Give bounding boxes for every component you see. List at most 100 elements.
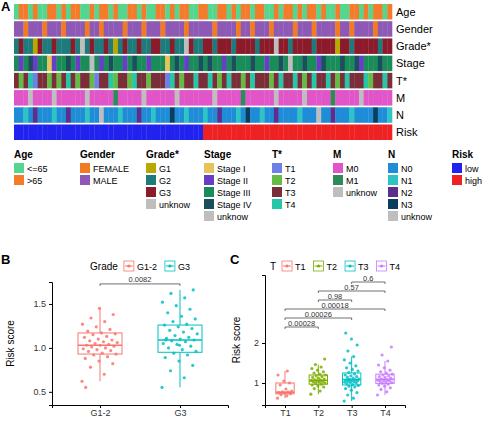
heatmap-cell bbox=[80, 21, 85, 36]
legend-label: N3 bbox=[401, 200, 413, 210]
legend-label: >65 bbox=[27, 176, 42, 186]
data-point bbox=[352, 397, 355, 400]
heatmap-cell bbox=[283, 73, 288, 88]
heatmap-cell bbox=[212, 21, 217, 36]
heatmap-cell bbox=[241, 125, 246, 140]
heatmap-cell bbox=[52, 21, 57, 36]
heatmap-cell bbox=[246, 4, 251, 19]
heatmap-cell bbox=[241, 73, 246, 88]
heatmap-cell bbox=[359, 56, 364, 71]
heatmap-cell bbox=[208, 56, 213, 71]
heatmap-cell bbox=[349, 4, 354, 19]
data-point bbox=[355, 391, 358, 394]
heatmap-cell bbox=[33, 125, 38, 140]
data-point bbox=[318, 373, 321, 376]
heatmap-row bbox=[14, 125, 392, 140]
y-tick-label: 0.5 bbox=[33, 387, 46, 397]
heatmap-cell bbox=[274, 21, 279, 36]
heatmap-cell bbox=[331, 90, 336, 105]
heatmap-cell bbox=[179, 125, 184, 140]
heatmap-cell bbox=[189, 107, 194, 122]
heatmap-cell bbox=[71, 73, 76, 88]
heatmap-cell bbox=[236, 73, 241, 88]
legend-label: G3 bbox=[178, 262, 190, 272]
heatmap-cell bbox=[33, 38, 38, 53]
heatmap-cell bbox=[142, 4, 147, 19]
heatmap-cell bbox=[383, 38, 388, 53]
data-point bbox=[383, 385, 386, 388]
heatmap-cell bbox=[354, 125, 359, 140]
heatmap-cell bbox=[368, 73, 373, 88]
heatmap-cell bbox=[335, 4, 340, 19]
legend-label: Stage IV bbox=[217, 200, 252, 210]
legend-swatch bbox=[452, 175, 462, 185]
data-point bbox=[284, 387, 287, 390]
heatmap-cell bbox=[123, 4, 128, 19]
heatmap-cell bbox=[66, 125, 71, 140]
data-point bbox=[162, 342, 165, 345]
data-point bbox=[164, 356, 167, 359]
heatmap-cell bbox=[47, 4, 52, 19]
heatmap-cell bbox=[250, 90, 255, 105]
heatmap-cell bbox=[274, 90, 279, 105]
data-point bbox=[356, 369, 359, 372]
data-point bbox=[100, 331, 103, 334]
heatmap-cell bbox=[283, 125, 288, 140]
legend-title: N bbox=[388, 149, 395, 160]
heatmap-cell bbox=[383, 107, 388, 122]
heatmap-cell bbox=[255, 125, 260, 140]
heatmap-cell bbox=[99, 73, 104, 88]
heatmap-cell bbox=[241, 90, 246, 105]
heatmap-cell bbox=[222, 107, 227, 122]
heatmap-cell bbox=[312, 90, 317, 105]
heatmap-cell bbox=[236, 38, 241, 53]
data-point bbox=[281, 390, 284, 393]
p-value: 0.00018 bbox=[321, 301, 348, 310]
data-point bbox=[183, 296, 186, 299]
box bbox=[343, 357, 361, 401]
box-body bbox=[78, 333, 122, 354]
data-point bbox=[323, 377, 326, 380]
y-tick-mark bbox=[49, 348, 52, 349]
heatmap-cell bbox=[231, 73, 236, 88]
heatmap-cell bbox=[137, 73, 142, 88]
heatmap-cell bbox=[203, 73, 208, 88]
heatmap-cell bbox=[312, 38, 317, 53]
heatmap-cell bbox=[14, 125, 19, 140]
heatmap-cell bbox=[132, 73, 137, 88]
heatmap-cell bbox=[383, 4, 388, 19]
data-point bbox=[343, 399, 346, 402]
heatmap-cell bbox=[57, 125, 62, 140]
heatmap-cell bbox=[151, 21, 156, 36]
heatmap-cell bbox=[246, 38, 251, 53]
data-point bbox=[279, 383, 282, 386]
legend-label: N2 bbox=[401, 188, 413, 198]
heatmap-cell bbox=[28, 90, 33, 105]
heatmap-cell bbox=[109, 73, 114, 88]
heatmap-cell bbox=[28, 21, 33, 36]
heatmap-cell bbox=[250, 73, 255, 88]
heatmap-cell bbox=[47, 56, 52, 71]
heatmap-cell bbox=[170, 73, 175, 88]
heatmap-cell bbox=[90, 107, 95, 122]
data-point bbox=[287, 391, 290, 394]
heatmap-cell bbox=[66, 107, 71, 122]
data-point bbox=[290, 389, 293, 392]
data-point bbox=[277, 391, 280, 394]
heatmap-cell bbox=[236, 56, 241, 71]
legend-label: T4 bbox=[285, 200, 296, 210]
heatmap-cell bbox=[236, 4, 241, 19]
heatmap-cell bbox=[146, 90, 151, 105]
heatmap-cell bbox=[137, 38, 142, 53]
heatmap-cell bbox=[241, 107, 246, 122]
legend-swatch bbox=[272, 175, 282, 185]
data-point bbox=[177, 359, 180, 362]
data-point bbox=[109, 349, 112, 352]
heatmap-cell bbox=[170, 107, 175, 122]
heatmap-cell bbox=[170, 38, 175, 53]
panel-letter: A bbox=[1, 0, 11, 14]
heatmap-cell bbox=[349, 73, 354, 88]
heatmap-cell bbox=[189, 125, 194, 140]
heatmap-cell bbox=[38, 107, 43, 122]
figure-container: AAgeGenderGrade*StageT*MNRiskAge<=65>65G… bbox=[0, 0, 500, 428]
